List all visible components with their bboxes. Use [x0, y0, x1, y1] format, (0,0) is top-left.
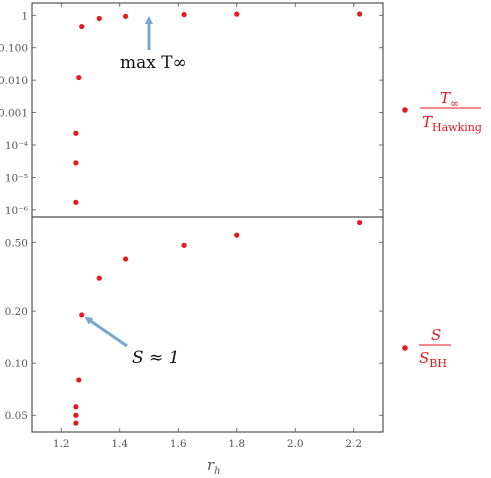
top-data-point: [73, 130, 79, 136]
bottom-y-tick-label: 0.20: [5, 306, 28, 318]
top-y-tick-label: 10⁻⁵: [5, 172, 28, 184]
x-axis-label: rh: [207, 456, 221, 477]
x-tick-label: 1.6: [170, 438, 187, 450]
bottom-legend-numerator: S: [431, 326, 441, 344]
bottom-data-point: [96, 275, 102, 281]
top-data-point: [181, 12, 187, 18]
top-y-tick-label: 1: [21, 10, 28, 22]
bottom-panel: 0.50 0.20 0.10 0.05 1.2 1.4 1.6 1.8 2.0 2.2 S ≈ …: [5, 3, 384, 450]
bottom-data-point: [79, 312, 85, 318]
top-data-point: [96, 15, 102, 22]
bottom-y-tick-label: 0.05: [5, 410, 28, 422]
top-legend-marker: [402, 107, 408, 113]
top-y-tick-label: 0.001: [0, 108, 28, 120]
bottom-plot-frame: [31, 216, 384, 433]
x-tick-label: 2.2: [345, 438, 362, 450]
bottom-legend-marker: [402, 345, 408, 351]
bottom-data-point: [73, 412, 79, 418]
bottom-y-tick-label: 0.50: [5, 237, 28, 249]
top-y-tick-label: 0.010: [0, 75, 28, 87]
top-data-point: [79, 23, 85, 30]
bottom-data-point: [76, 377, 82, 383]
bottom-series: [73, 219, 363, 426]
bottom-legend: S SBH: [402, 326, 451, 370]
bottom-annotation-arrow: [84, 316, 128, 348]
x-tick-label: 1.2: [53, 438, 70, 450]
top-series: [73, 11, 363, 205]
top-y-axis: 1 0.100 0.010 0.001 10⁻⁴ 10⁻⁵ 10⁻⁶: [0, 10, 383, 217]
top-data-point: [234, 11, 240, 17]
bottom-data-point: [73, 420, 79, 426]
top-annotation-label: max T∞: [120, 53, 187, 73]
bottom-data-point: [73, 404, 79, 410]
top-y-tick-label: 0.100: [0, 43, 28, 55]
bottom-legend-denominator: SBH: [419, 349, 447, 370]
bottom-annotation-label: S ≈ 1: [132, 348, 180, 368]
top-legend-numerator: T∞: [440, 89, 459, 110]
x-tick-label: 2.0: [287, 438, 304, 450]
top-legend: T∞ THawking: [402, 89, 482, 134]
top-data-point: [73, 160, 79, 166]
bottom-y-axis: 0.50 0.20 0.10 0.05: [5, 237, 383, 422]
top-data-point: [76, 74, 82, 81]
top-plot-frame: [31, 2, 384, 218]
x-axis-label-main: r: [207, 456, 215, 474]
bottom-data-point: [357, 219, 363, 226]
bottom-data-point: [181, 242, 187, 248]
top-panel: 1 0.100 0.010 0.001 10⁻⁴ 10⁻⁵ 10⁻⁶ max T∞: [0, 2, 384, 218]
top-y-tick-label: 10⁻⁴: [5, 140, 28, 152]
top-legend-denominator: THawking: [422, 113, 482, 134]
bottom-data-point: [123, 256, 129, 262]
x-tick-label: 1.8: [228, 438, 245, 450]
top-data-point: [73, 199, 79, 205]
bottom-data-point: [234, 232, 240, 238]
top-data-point: [123, 13, 129, 19]
x-tick-label: 1.4: [111, 438, 128, 450]
bottom-x-axis: 1.2 1.4 1.6 1.8 2.0 2.2: [53, 3, 362, 450]
bottom-y-tick-label: 0.10: [5, 358, 28, 370]
x-axis-label-sub: h: [214, 466, 220, 477]
top-data-point: [357, 11, 363, 17]
top-y-tick-label: 10⁻⁶: [5, 205, 28, 217]
